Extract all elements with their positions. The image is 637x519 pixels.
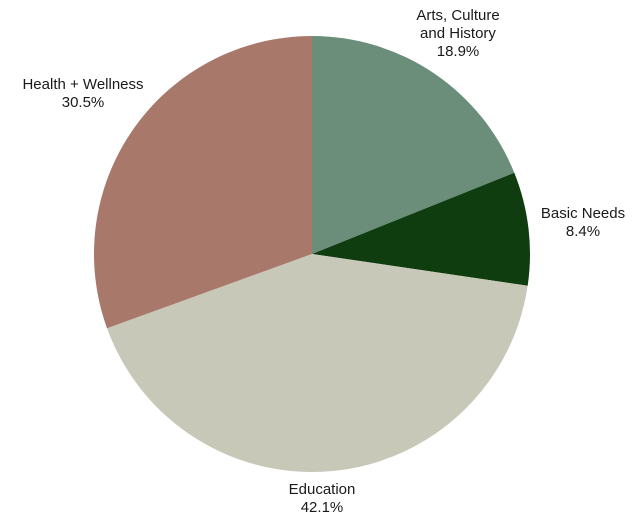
- slice-label-name: Health + Wellness: [22, 76, 144, 93]
- pie-slice-basic-needs: [312, 172, 530, 286]
- slice-label-percent: 42.1%: [300, 499, 344, 516]
- pie-slice-arts-culture-and-history: [312, 36, 515, 254]
- slice-label-name: Basic Needs: [540, 205, 626, 222]
- slice-label-percent: 8.4%: [565, 223, 601, 240]
- slice-label-education: Education 42.1%: [289, 481, 356, 517]
- slice-label-name: Arts, Culture and History: [416, 7, 500, 42]
- slice-label-arts-culture-and-history: Arts, Culture and History 18.9%: [416, 7, 499, 61]
- slice-label-percent: 30.5%: [61, 94, 105, 111]
- slice-label-health-wellness: Health + Wellness 30.5%: [22, 76, 143, 112]
- pie-slice-health-wellness: [93, 36, 313, 329]
- slice-label-basic-needs: Basic Needs 8.4%: [541, 205, 625, 241]
- slice-label-percent: 18.9%: [436, 43, 480, 60]
- slice-label-name: Education: [288, 481, 356, 498]
- pie-slice-education: [107, 254, 528, 472]
